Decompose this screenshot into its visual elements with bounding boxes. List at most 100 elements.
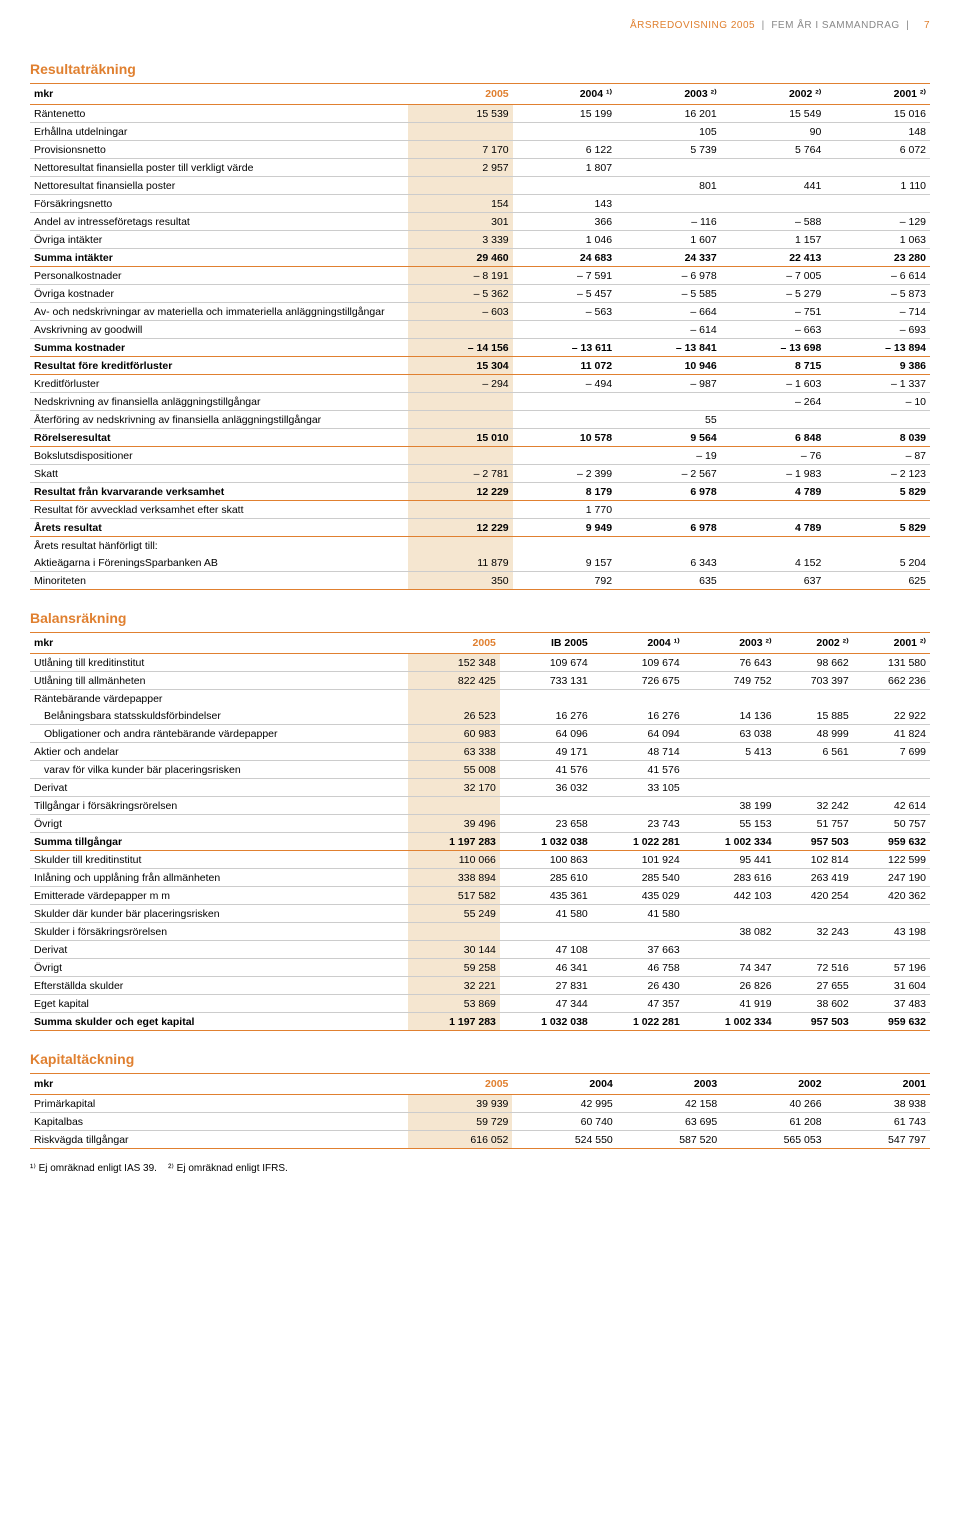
cell-value	[408, 537, 513, 555]
cell-value: 41 576	[592, 761, 684, 779]
cell-value: 39 496	[408, 815, 500, 833]
cell-value: 7 699	[853, 743, 930, 761]
cell-value: 7 170	[408, 141, 513, 159]
cell-value: – 2 123	[825, 465, 930, 483]
cell-value	[684, 905, 776, 923]
cell-value	[776, 690, 853, 708]
row-label: Eget kapital	[30, 995, 408, 1013]
cell-value	[825, 411, 930, 429]
cell-value: – 116	[616, 213, 721, 231]
cell-value: – 76	[721, 447, 826, 465]
cell-value: 9 564	[616, 429, 721, 447]
cell-value: 8 039	[825, 429, 930, 447]
cell-value: – 5 585	[616, 285, 721, 303]
table-row: Derivat30 14447 10837 663	[30, 941, 930, 959]
table-row: Derivat32 17036 03233 105	[30, 779, 930, 797]
col-year: 2005	[408, 84, 513, 105]
cell-value	[776, 761, 853, 779]
cell-value: 9 157	[513, 554, 616, 572]
cell-value: 46 758	[592, 959, 684, 977]
cell-value: 47 357	[592, 995, 684, 1013]
table-row: Efterställda skulder32 22127 83126 43026…	[30, 977, 930, 995]
cell-value: 53 869	[408, 995, 500, 1013]
cell-value: 15 539	[408, 105, 513, 123]
cell-value: 6 343	[616, 554, 721, 572]
cell-value: – 664	[616, 303, 721, 321]
page-number: 7	[924, 20, 930, 31]
cell-value	[853, 941, 930, 959]
cell-value: 285 540	[592, 869, 684, 887]
cell-value	[684, 941, 776, 959]
row-label: Avskrivning av goodwill	[30, 321, 408, 339]
cell-value: 350	[408, 572, 513, 590]
col-year: 2004 ¹⁾	[592, 633, 684, 654]
row-label: Räntenetto	[30, 105, 408, 123]
cell-value: 15 549	[721, 105, 826, 123]
cell-value: 1 197 283	[408, 1013, 500, 1031]
cell-value: 32 242	[776, 797, 853, 815]
cell-value	[408, 393, 513, 411]
row-label: Kapitalbas	[30, 1113, 408, 1131]
cell-value: 11 072	[513, 357, 616, 375]
row-label: Utlåning till allmänheten	[30, 672, 408, 690]
cell-value	[776, 779, 853, 797]
cell-value: 49 171	[500, 743, 592, 761]
page-header: ÅRSREDOVISNING 2005 | FEM ÅR I SAMMANDRA…	[30, 20, 930, 31]
table-row: Kreditförluster– 294– 494– 987– 1 603– 1…	[30, 375, 930, 393]
cell-value	[513, 321, 616, 339]
cell-value	[513, 123, 616, 141]
cell-value	[408, 797, 500, 815]
cell-value: 43 198	[853, 923, 930, 941]
cell-value: – 14 156	[408, 339, 513, 357]
cell-value: 547 797	[826, 1131, 930, 1149]
row-label: Övriga intäkter	[30, 231, 408, 249]
cell-value: – 714	[825, 303, 930, 321]
table-row: Aktier och andelar63 33849 17148 7145 41…	[30, 743, 930, 761]
cell-value: 30 144	[408, 941, 500, 959]
cell-value: 38 082	[684, 923, 776, 941]
table-row: Primärkapital39 93942 99542 15840 26638 …	[30, 1095, 930, 1113]
cell-value: 435 361	[500, 887, 592, 905]
cell-value: 32 221	[408, 977, 500, 995]
cell-value: 40 266	[721, 1095, 825, 1113]
row-label: Av- och nedskrivningar av materiella och…	[30, 303, 408, 321]
cell-value	[721, 411, 826, 429]
cell-value: 105	[616, 123, 721, 141]
row-label: Resultat före kreditförluster	[30, 357, 408, 375]
row-label: Årets resultat	[30, 519, 408, 537]
cell-value	[513, 447, 616, 465]
cell-value: 959 632	[853, 833, 930, 851]
cell-value	[513, 537, 616, 555]
cell-value: 5 739	[616, 141, 721, 159]
cell-value: 801	[616, 177, 721, 195]
cell-value: 33 105	[592, 779, 684, 797]
row-label: Derivat	[30, 941, 408, 959]
cell-value: 420 362	[853, 887, 930, 905]
cell-value: 1 807	[513, 159, 616, 177]
col-year: 2001	[826, 1074, 930, 1095]
cell-value	[616, 537, 721, 555]
cell-value: 8 715	[721, 357, 826, 375]
table-row: Eget kapital53 86947 34447 35741 91938 6…	[30, 995, 930, 1013]
table-balans: mkr 2005 IB 2005 2004 ¹⁾ 2003 ²⁾ 2002 ²⁾…	[30, 632, 930, 1031]
table-row: Provisionsnetto7 1706 1225 7395 7646 072	[30, 141, 930, 159]
cell-value: 38 938	[826, 1095, 930, 1113]
footnotes: ¹⁾ Ej omräknad enligt IAS 39. ²⁾ Ej omrä…	[30, 1163, 930, 1174]
cell-value: 37 483	[853, 995, 930, 1013]
row-label: Kreditförluster	[30, 375, 408, 393]
row-label: Andel av intresseföretags resultat	[30, 213, 408, 231]
cell-value: 32 243	[776, 923, 853, 941]
section-title-kapital: Kapitaltäckning	[30, 1051, 930, 1067]
cell-value	[825, 501, 930, 519]
cell-value: 12 229	[408, 519, 513, 537]
cell-value: 625	[825, 572, 930, 590]
cell-value: 64 096	[500, 725, 592, 743]
cell-value: 23 280	[825, 249, 930, 267]
cell-value: 6 072	[825, 141, 930, 159]
cell-value: 10 946	[616, 357, 721, 375]
table-row: Övriga intäkter3 3391 0461 6071 1571 063	[30, 231, 930, 249]
table-row: Övrigt39 49623 65823 74355 15351 75750 7…	[30, 815, 930, 833]
row-label: Bokslutsdispositioner	[30, 447, 408, 465]
row-label: Resultat för avvecklad verksamhet efter …	[30, 501, 408, 519]
row-label: Återföring av nedskrivning av finansiell…	[30, 411, 408, 429]
